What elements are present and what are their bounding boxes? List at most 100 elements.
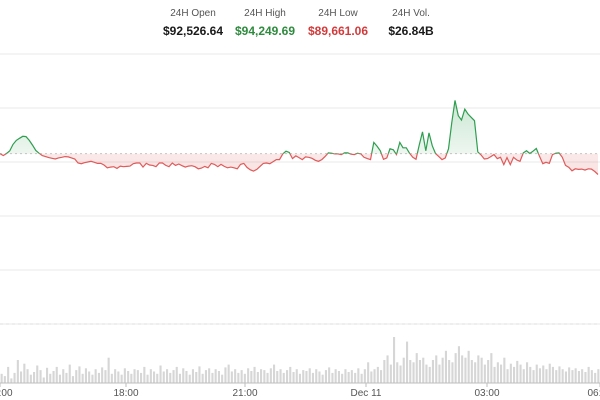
volume-bar	[470, 360, 473, 383]
volume-bar	[302, 370, 305, 383]
volume-bar	[350, 370, 353, 383]
volume-bar	[376, 366, 379, 383]
volume-bar	[315, 369, 318, 383]
volume-bar	[441, 357, 444, 383]
volume-bar	[461, 355, 464, 383]
volume-bar	[409, 360, 412, 383]
volume-bar	[266, 372, 269, 383]
volume-bar	[305, 371, 308, 383]
volume-bar	[357, 368, 360, 383]
volume-bar	[84, 368, 87, 383]
volume-bar	[101, 367, 104, 383]
volume-bar	[373, 369, 376, 383]
volume-bar	[201, 373, 204, 383]
volume-bar	[431, 360, 434, 383]
volume-bar	[153, 371, 156, 383]
volume-bar	[62, 369, 65, 383]
volume-bar	[526, 362, 529, 383]
volume-bar	[23, 363, 26, 383]
volume-bar	[58, 374, 61, 383]
volume-bar	[156, 373, 159, 383]
volume-bar	[490, 353, 493, 383]
volume-bar	[120, 374, 123, 383]
volume-bar	[175, 366, 178, 383]
volume-bar	[503, 357, 506, 383]
volume-bar	[208, 368, 211, 383]
volume-bar	[477, 355, 480, 383]
volume-bar	[91, 374, 94, 383]
volume-bar	[185, 371, 188, 383]
volume-bar	[188, 374, 191, 383]
volume-bar	[172, 370, 175, 383]
volume-bar	[198, 366, 201, 383]
volume-bar	[149, 369, 152, 383]
volume-bar	[577, 371, 580, 383]
volume-bar	[529, 366, 532, 383]
x-tick-label: 15:00	[0, 388, 13, 399]
volume-bar	[354, 372, 357, 383]
volume-bar	[360, 373, 363, 383]
volume-bar	[7, 366, 10, 383]
volume-bar	[127, 371, 130, 383]
volume-bar	[230, 371, 233, 383]
volume-bar	[282, 372, 285, 383]
volume-bar	[594, 372, 597, 383]
volume-bar	[344, 369, 347, 383]
volume-bar	[78, 366, 81, 383]
volume-bar	[418, 360, 421, 383]
volume-bar	[370, 371, 373, 383]
volume-bar	[240, 370, 243, 383]
volume-bar	[65, 372, 68, 383]
volume-bar	[380, 370, 383, 383]
volume-bar	[29, 374, 32, 383]
volume-bar	[49, 373, 52, 383]
volume-bar	[334, 369, 337, 383]
volume-bar	[68, 364, 71, 383]
volume-bar	[16, 360, 19, 383]
volume-bar	[123, 368, 126, 383]
volume-bar	[425, 364, 428, 383]
volume-bar	[412, 362, 415, 383]
volume-bar	[211, 372, 214, 383]
volume-bar	[256, 372, 259, 383]
volume-bar	[39, 370, 42, 383]
x-tick-label: 06:00	[587, 388, 600, 399]
volume-bar	[159, 365, 162, 383]
volume-bar	[143, 366, 146, 383]
stat-value: $92,526.64	[162, 24, 224, 38]
volume-bar	[260, 369, 263, 383]
volume-bar	[584, 372, 587, 383]
volume-bar	[55, 366, 58, 383]
area-above-open	[6, 100, 560, 154]
volume-bar	[298, 373, 301, 383]
volume-bar	[292, 372, 295, 383]
area-below-open	[0, 153, 598, 175]
volume-bar	[467, 350, 470, 383]
volume-bar	[204, 370, 207, 383]
volume-bar	[574, 368, 577, 383]
volume-bar	[545, 369, 548, 383]
volume-bar	[535, 364, 538, 383]
volume-bar	[75, 370, 78, 383]
volume-bar	[237, 372, 240, 383]
x-tick-label: 21:00	[232, 388, 257, 399]
volume-bar	[81, 373, 84, 383]
volume-bar	[243, 373, 246, 383]
volume-bar	[227, 364, 230, 383]
volume-bar	[551, 366, 554, 383]
volume-bar	[555, 370, 558, 383]
volume-bar	[42, 377, 45, 383]
volume-bar	[324, 370, 327, 383]
volume-bar	[169, 372, 172, 383]
stat-label: 24H Open	[170, 8, 216, 19]
volume-bar	[341, 373, 344, 383]
volume-bar	[464, 357, 467, 383]
volume-bar	[532, 370, 535, 383]
volume-bar	[509, 363, 512, 383]
volume-bar	[483, 364, 486, 383]
volume-bar	[506, 369, 509, 383]
volume-bar	[52, 371, 55, 383]
stat-value: $26.84B	[388, 24, 434, 38]
volume-bar	[247, 368, 250, 383]
